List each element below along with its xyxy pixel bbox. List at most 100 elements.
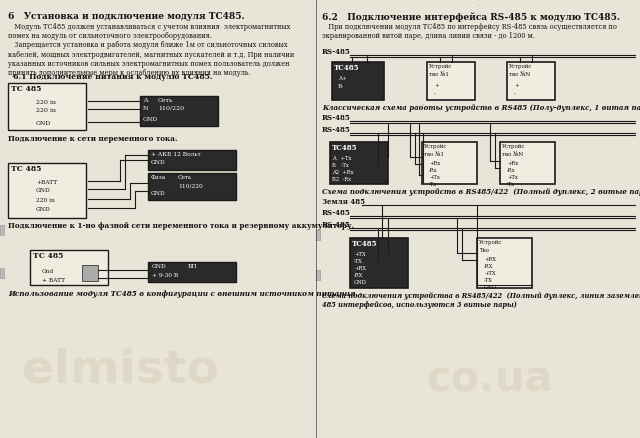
- Text: тво №N: тво №N: [502, 152, 523, 157]
- Bar: [330, 142, 388, 184]
- Text: TC 485: TC 485: [33, 252, 63, 260]
- Bar: [316, 230, 320, 240]
- Text: -Tx: -Tx: [429, 182, 437, 187]
- Text: Устройс: Устройс: [479, 240, 502, 245]
- Text: +RX: +RX: [354, 266, 366, 271]
- Text: Классическая схема работы устройств в RS485 (Полу-дуплекс, 1 витая пара): Классическая схема работы устройств в RS…: [322, 104, 640, 112]
- Text: 6   Установка и подключение модуля ТС485.: 6 Установка и подключение модуля ТС485.: [8, 12, 244, 21]
- Text: 110/220: 110/220: [178, 183, 203, 188]
- Text: GND: GND: [484, 285, 497, 290]
- Bar: [148, 262, 236, 282]
- Text: 6.2   Подключение интерфейса RS-485 к модулю ТС485.: 6.2 Подключение интерфейса RS-485 к моду…: [322, 12, 620, 21]
- Text: +: +: [434, 83, 438, 88]
- Text: Тво: Тво: [479, 248, 489, 253]
- Text: -: -: [434, 91, 436, 96]
- Text: + 9-30 В: + 9-30 В: [152, 273, 179, 278]
- Text: +Rx: +Rx: [507, 161, 518, 166]
- Text: TC485: TC485: [334, 64, 360, 72]
- Text: +Tx: +Tx: [429, 175, 440, 180]
- Text: B   -Tx: B -Tx: [332, 163, 349, 168]
- Text: B2  -Rx: B2 -Rx: [332, 177, 351, 182]
- Text: RS-485: RS-485: [322, 221, 351, 229]
- Text: + АКБ 12 Вольт: + АКБ 12 Вольт: [151, 152, 201, 157]
- Text: +RX: +RX: [484, 257, 496, 262]
- Text: elmisto: elmisto: [22, 347, 218, 392]
- Text: co.ua: co.ua: [427, 359, 554, 401]
- Text: Устройс: Устройс: [429, 64, 452, 69]
- Text: +TX: +TX: [354, 252, 365, 257]
- Text: Схема подключения устройств в RS485/422  (Полный дуплекс, 2 витые пары): Схема подключения устройств в RS485/422 …: [322, 188, 640, 196]
- Text: Сеть: Сеть: [158, 98, 173, 103]
- Text: GND: GND: [151, 191, 166, 196]
- Text: A   +Tx: A +Tx: [332, 156, 351, 161]
- Text: 110/220: 110/220: [158, 106, 184, 111]
- Text: N: N: [143, 106, 148, 111]
- Text: тво №1: тво №1: [429, 72, 449, 77]
- Text: +Rx: +Rx: [429, 161, 440, 166]
- Text: TC 485: TC 485: [11, 165, 42, 173]
- Bar: [332, 62, 384, 100]
- Text: +BATT: +BATT: [36, 180, 57, 185]
- Text: -: -: [514, 91, 516, 96]
- Bar: [148, 150, 236, 170]
- Bar: [8, 163, 86, 218]
- Text: Сеть: Сеть: [178, 175, 192, 180]
- Text: 220 in: 220 in: [36, 108, 56, 113]
- Text: TC485: TC485: [352, 240, 378, 248]
- Bar: [82, 265, 98, 281]
- Bar: [140, 96, 218, 126]
- Text: Подключение к 1-но фазной сети переменного тока и резервному аккумулятору.: Подключение к 1-но фазной сети переменно…: [8, 222, 354, 230]
- Bar: [0, 225, 4, 235]
- Text: TC 485: TC 485: [11, 85, 42, 93]
- Text: Фаза: Фаза: [151, 175, 166, 180]
- Text: GND: GND: [36, 121, 51, 126]
- Text: +: +: [514, 83, 518, 88]
- Text: -RX: -RX: [484, 264, 493, 269]
- Bar: [8, 83, 86, 130]
- Text: БП: БП: [188, 264, 198, 269]
- Text: GND: GND: [354, 280, 367, 285]
- Text: Устройс: Устройс: [424, 144, 447, 149]
- Text: GND: GND: [151, 160, 166, 165]
- Text: тво №1: тво №1: [424, 152, 444, 157]
- Text: RS-485: RS-485: [322, 114, 351, 122]
- Text: A+: A+: [338, 76, 347, 81]
- Text: GND: GND: [143, 117, 158, 122]
- Text: Gnd: Gnd: [42, 269, 54, 274]
- Text: Устройс: Устройс: [509, 64, 532, 69]
- Bar: [148, 173, 236, 200]
- Text: ·: ·: [315, 3, 317, 9]
- Text: RS-485: RS-485: [322, 209, 351, 217]
- Text: -RX: -RX: [354, 273, 364, 278]
- Text: B-: B-: [338, 84, 344, 89]
- Bar: [30, 250, 108, 285]
- Text: TC485: TC485: [332, 144, 358, 152]
- Text: Земля 485: Земля 485: [322, 198, 365, 206]
- Text: RS-485: RS-485: [322, 48, 351, 56]
- Text: A: A: [143, 98, 147, 103]
- Text: RS-485: RS-485: [322, 126, 351, 134]
- Text: Схема подключения устройства в RS485/422  (Полный дуплекс, линия заземления
485 : Схема подключения устройства в RS485/422…: [322, 292, 640, 309]
- Bar: [316, 270, 320, 280]
- Text: 6.1 Подключение питания к модулю ТС485.: 6.1 Подключение питания к модулю ТС485.: [8, 73, 212, 81]
- Text: GND: GND: [152, 264, 167, 269]
- Text: +TX: +TX: [484, 271, 495, 276]
- Text: GND: GND: [36, 188, 51, 193]
- Text: -Tx: -Tx: [507, 182, 515, 187]
- Text: 220 in: 220 in: [36, 100, 56, 105]
- Text: 220 in: 220 in: [36, 198, 55, 203]
- Text: -Rx: -Rx: [429, 168, 438, 173]
- Bar: [350, 238, 408, 288]
- Text: GND: GND: [36, 207, 51, 212]
- Text: -Rx: -Rx: [507, 168, 516, 173]
- Bar: [507, 62, 555, 100]
- Text: тво №N: тво №N: [509, 72, 530, 77]
- Text: Устройс: Устройс: [502, 144, 525, 149]
- Text: -TX: -TX: [354, 259, 363, 264]
- Text: При подключении модуля ТС485 по интерфейсу RS-485 связь осуществляется по
экрани: При подключении модуля ТС485 по интерфей…: [322, 23, 617, 40]
- Bar: [477, 238, 532, 288]
- Text: ·: ·: [477, 3, 479, 9]
- Bar: [500, 142, 555, 184]
- Bar: [0, 268, 4, 278]
- Text: Использование модуля ТС485 в конфигурации с внешним источником питания.: Использование модуля ТС485 в конфигураци…: [8, 290, 358, 298]
